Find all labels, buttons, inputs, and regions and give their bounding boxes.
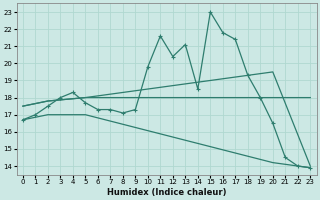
X-axis label: Humidex (Indice chaleur): Humidex (Indice chaleur)	[107, 188, 226, 197]
